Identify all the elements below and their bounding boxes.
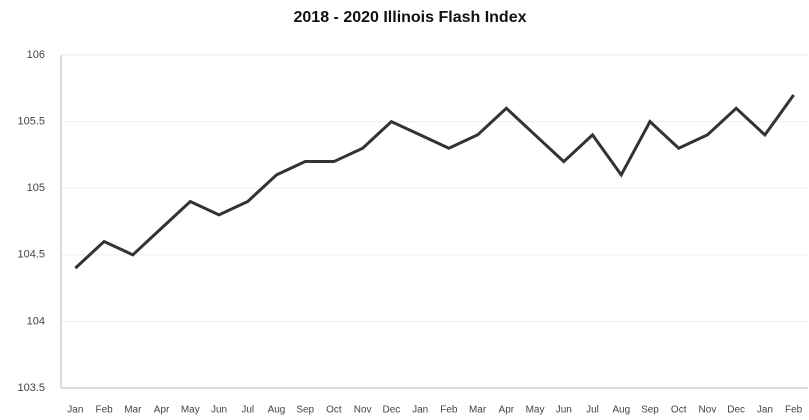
x-tick-label: Nov	[699, 405, 717, 416]
x-tick-label: Jan	[67, 405, 83, 416]
chart-title: 2018 - 2020 Illinois Flash Index	[294, 9, 527, 26]
x-tick-label: May	[526, 405, 545, 416]
x-tick-label: Apr	[154, 405, 170, 416]
x-tick-label: Oct	[326, 405, 342, 416]
line	[74, 94, 795, 270]
x-tick-label: Aug	[612, 405, 630, 416]
x-tick-label: Sep	[641, 405, 659, 416]
x-tick-label: Mar	[124, 405, 142, 416]
x-tick-label: Feb	[95, 405, 113, 416]
x-tick-label: Jul	[241, 405, 254, 416]
y-tick-label: 105.5	[17, 116, 45, 128]
x-tick-label: Apr	[499, 405, 515, 416]
x-tick-label: Jul	[586, 405, 599, 416]
x-tick-label: Aug	[268, 405, 286, 416]
x-tick-label: May	[181, 405, 200, 416]
x-tick-label: Feb	[440, 405, 458, 416]
y-tick-label: 103.5	[17, 382, 45, 394]
x-tick-label: Dec	[383, 405, 401, 416]
x-tick-label: Jun	[211, 405, 227, 416]
x-tick-label: Feb	[785, 405, 803, 416]
x-tick-label: Jan	[757, 405, 773, 416]
x-tick-label: Sep	[296, 405, 314, 416]
x-tick-label: Nov	[354, 405, 372, 416]
x-tick-label: Jun	[556, 405, 572, 416]
x-tick-label: Dec	[727, 405, 745, 416]
y-tick-label: 105	[27, 182, 45, 194]
x-tick-label: Oct	[671, 405, 687, 416]
y-tick-label: 106	[27, 49, 45, 61]
y-tick-label: 104	[27, 315, 45, 327]
x-tick-label: Mar	[469, 405, 487, 416]
y-tick-label: 104.5	[17, 249, 45, 261]
x-tick-label: Jan	[412, 405, 428, 416]
